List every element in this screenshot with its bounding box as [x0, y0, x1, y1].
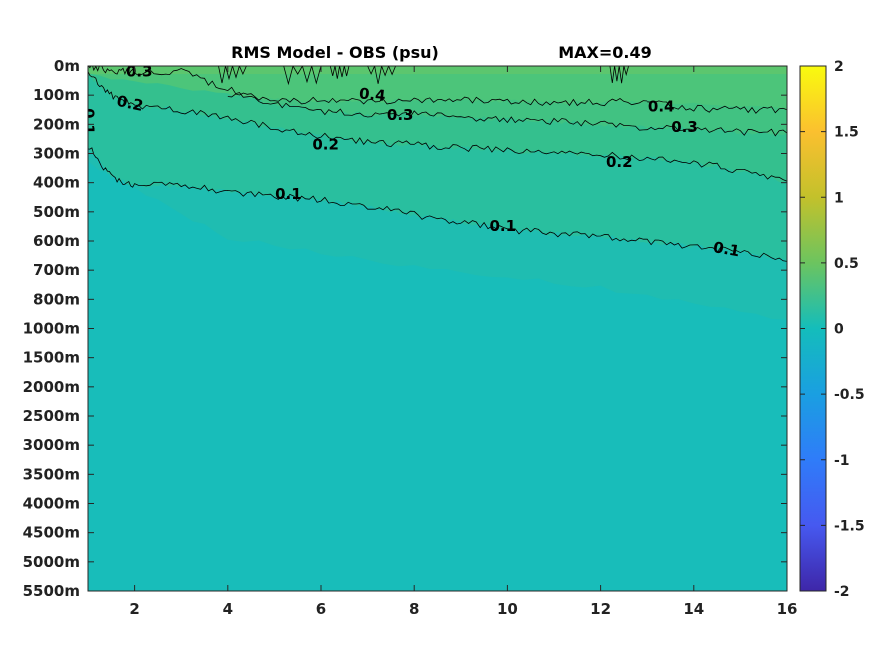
x-tick-label: 4 — [223, 600, 233, 618]
heatmap-bands — [88, 66, 787, 320]
y-tick-label: 300m — [33, 145, 80, 163]
contour-label: 0.1 — [80, 108, 98, 135]
contour-line-04 — [647, 100, 787, 114]
contour-line-01 — [88, 147, 787, 262]
contour-spike — [218, 66, 247, 84]
contour-label: 0.3 — [126, 62, 153, 80]
plot-area: 0.30.20.10.40.30.20.10.40.30.20.10.1 — [80, 62, 787, 591]
y-tick-label: 200m — [33, 115, 80, 133]
colorbar-tick-label: 0 — [834, 322, 844, 338]
y-tick-label: 500m — [33, 203, 80, 221]
y-axis: 0m 100m 200m 300m 400m 500m 600m 700m 800m 1000m 1… — [23, 57, 787, 600]
contour-label: 0.4 — [648, 97, 675, 115]
contour-label: 0.1 — [489, 217, 516, 235]
contour-label: 0.3 — [671, 118, 698, 136]
colorbar-tick-label: -1.5 — [834, 518, 865, 534]
colorbar-tick-label: 1 — [834, 190, 844, 206]
colorbar-tick-label: 1.5 — [834, 125, 859, 141]
contour-labels: 0.30.20.10.40.30.20.10.40.30.20.10.1 — [80, 62, 741, 260]
y-tick-label: 2500m — [23, 407, 80, 425]
y-tick-label: 0m — [54, 57, 80, 75]
contour-label: 0.1 — [275, 185, 302, 203]
colorbar-tick-label: -0.5 — [834, 387, 865, 403]
contour-lines — [88, 66, 787, 262]
colorbar-ticks: 2 1.5 1 0.5 0 -0.5 -1 -1.5 -2 — [800, 59, 865, 600]
y-tick-label: 3000m — [23, 436, 80, 454]
contour-label: 0.2 — [606, 153, 633, 171]
x-tick-label: 10 — [497, 600, 518, 618]
heatmap-band — [88, 66, 787, 74]
x-tick-label: 8 — [409, 600, 419, 618]
y-tick-label: 600m — [33, 232, 80, 250]
y-tick-label: 800m — [33, 290, 80, 308]
contour-spike — [329, 66, 350, 79]
y-tick-label: 2000m — [23, 378, 80, 396]
colorbar-tick-label: -1 — [834, 453, 850, 469]
contour-line-03 — [88, 66, 787, 137]
x-axis: 2 4 6 8 10 12 14 16 — [129, 66, 797, 618]
colorbar-tick-label: -2 — [834, 584, 850, 600]
contour-label: 0.3 — [387, 106, 414, 124]
y-tick-label: 100m — [33, 86, 80, 104]
y-tick-label: 400m — [33, 174, 80, 192]
colorbar-tick-label: 0.5 — [834, 256, 859, 272]
y-tick-label: 4500m — [23, 524, 80, 542]
contour-spike — [367, 66, 396, 84]
y-tick-label: 1500m — [23, 349, 80, 367]
y-tick-label: 1000m — [23, 320, 80, 338]
contour-label: 0.2 — [115, 92, 145, 115]
y-tick-label: 5000m — [23, 553, 80, 571]
y-tick-label: 5500m — [23, 582, 80, 600]
contour-label: 0.2 — [312, 135, 339, 153]
x-tick-label: 14 — [683, 600, 704, 618]
x-tick-label: 16 — [777, 600, 798, 618]
chart-title: RMS Model - OBS (psu) — [231, 43, 439, 62]
x-tick-label: 2 — [129, 600, 139, 618]
x-tick-label: 12 — [590, 600, 611, 618]
x-tick-label: 6 — [316, 600, 326, 618]
max-label: MAX=0.49 — [558, 43, 652, 62]
y-tick-label: 3500m — [23, 465, 80, 483]
y-tick-label: 700m — [33, 261, 80, 279]
y-tick-label: 4000m — [23, 495, 80, 513]
contour-spike — [283, 66, 322, 86]
contour-spike — [609, 66, 629, 84]
contour-label: 0.4 — [358, 84, 386, 105]
contour-line-04 — [227, 92, 648, 107]
contour-label: 0.1 — [712, 238, 741, 260]
colorbar-tick-label: 2 — [834, 59, 844, 75]
contour-line-02 — [88, 71, 787, 182]
